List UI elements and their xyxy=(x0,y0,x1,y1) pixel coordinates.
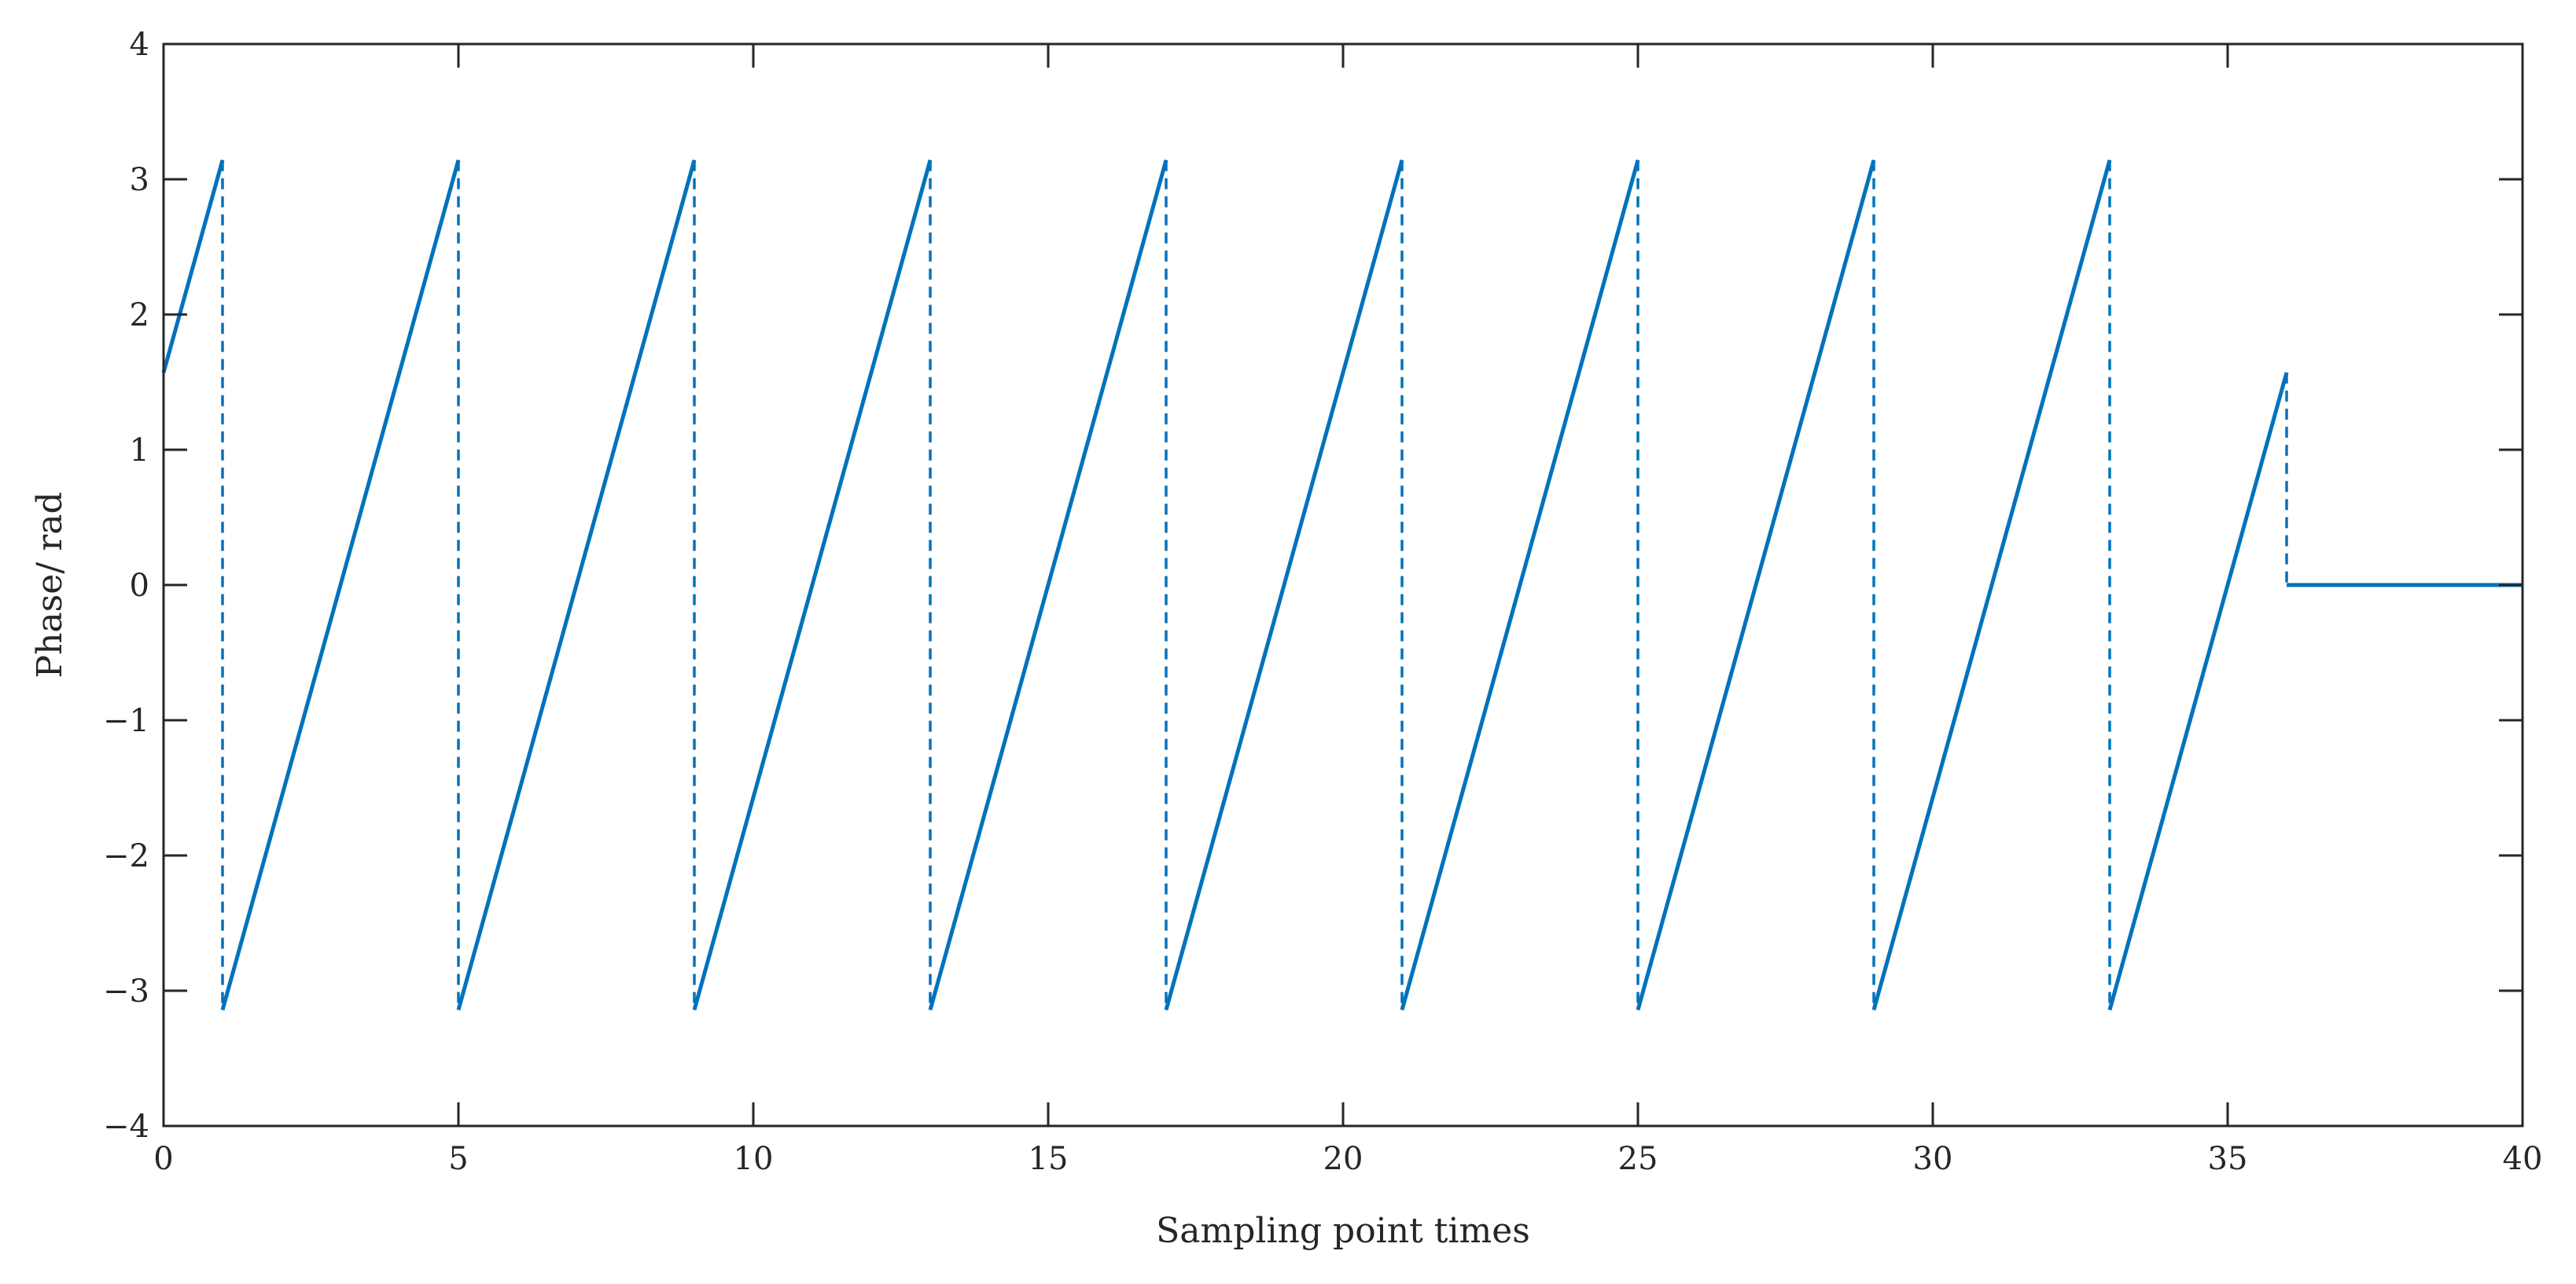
x-tick-label: 15 xyxy=(1029,1141,1069,1177)
y-tick-label: −1 xyxy=(103,703,149,739)
phase-line-segment xyxy=(220,159,461,1011)
x-axis-title: Sampling point times xyxy=(1156,1211,1530,1251)
x-tick-label: 35 xyxy=(2208,1141,2248,1177)
y-tick-label: 4 xyxy=(130,27,149,63)
x-tick-label: 5 xyxy=(448,1141,468,1177)
y-tick-label: 2 xyxy=(130,297,149,333)
plot-frame xyxy=(162,42,2524,1128)
phase-line-segment xyxy=(2107,372,2289,1011)
x-tick-label: 10 xyxy=(734,1141,774,1177)
y-tick-label: 3 xyxy=(130,162,149,198)
axis-ticks xyxy=(162,42,2524,1128)
y-tick-label: −4 xyxy=(103,1109,149,1145)
phase-line-segment xyxy=(928,159,1168,1011)
phase-line-segment xyxy=(1400,159,1640,1011)
plot-lines xyxy=(161,159,2523,1011)
phase-line-segment xyxy=(1871,159,2112,1011)
y-tick-label: 1 xyxy=(130,432,149,469)
y-tick-label: −2 xyxy=(103,838,149,874)
phase-line-segment xyxy=(1164,159,1404,1011)
y-tick-label: −3 xyxy=(103,973,149,1010)
phase-line-segment xyxy=(456,159,697,1011)
axis-tick-labels: 0 5 10 15 20 25 30 35 40 −4 −3 −2 −1 0 1 2 3 4 xyxy=(103,27,2542,1177)
x-tick-label: 40 xyxy=(2503,1141,2543,1177)
y-tick-label: 0 xyxy=(130,568,149,604)
phase-line-segment xyxy=(1636,159,1876,1011)
x-tick-label: 20 xyxy=(1323,1141,1363,1177)
x-tick-label: 30 xyxy=(1913,1141,1953,1177)
y-axis-title: Phase/ rad xyxy=(30,491,70,678)
x-tick-label: 25 xyxy=(1618,1141,1658,1177)
x-tick-label: 0 xyxy=(153,1141,173,1177)
phase-line-segment xyxy=(161,159,225,373)
phase-line-segment xyxy=(692,159,933,1011)
